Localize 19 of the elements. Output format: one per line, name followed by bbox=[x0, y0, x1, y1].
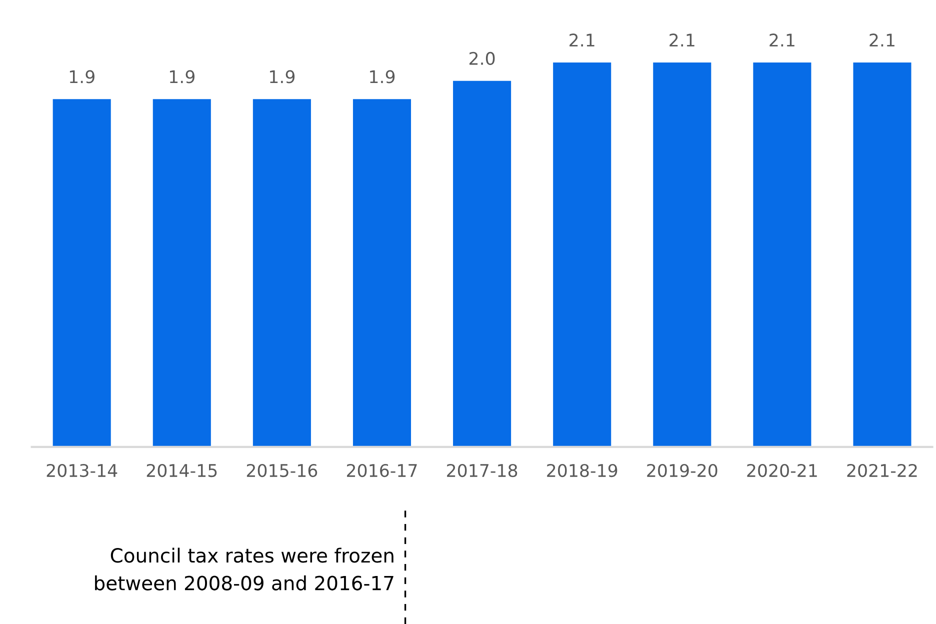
x-tick-label: 2013-14 bbox=[46, 464, 118, 478]
data-label: 2.1 bbox=[570, 34, 594, 46]
x-tick-label: 2018-19 bbox=[547, 464, 618, 478]
x-tick-label: 2016-17 bbox=[346, 464, 417, 478]
x-tick-label: 2020-21 bbox=[747, 464, 817, 478]
x-tick-label: 2019-20 bbox=[647, 464, 718, 478]
data-label: 2.0 bbox=[470, 52, 495, 65]
data-label: 1.9 bbox=[270, 70, 295, 84]
data-label: 2.1 bbox=[770, 34, 794, 46]
data-label: 1.9 bbox=[370, 70, 395, 84]
data-label: 1.9 bbox=[70, 70, 94, 84]
x-tick-label: 2021-22 bbox=[847, 464, 917, 478]
data-label: 2.1 bbox=[670, 34, 694, 46]
text: Council tax rates were frozen between 2008-09 and 2016-17 bbox=[95, 548, 394, 590]
data-label: 2.1 bbox=[870, 34, 894, 46]
data-label: 1.9 bbox=[170, 70, 194, 84]
x-tick-label: 2017-18 bbox=[447, 464, 518, 478]
x-tick-label: 2014-15 bbox=[146, 464, 217, 478]
x-tick-label: 2015-16 bbox=[246, 464, 318, 478]
